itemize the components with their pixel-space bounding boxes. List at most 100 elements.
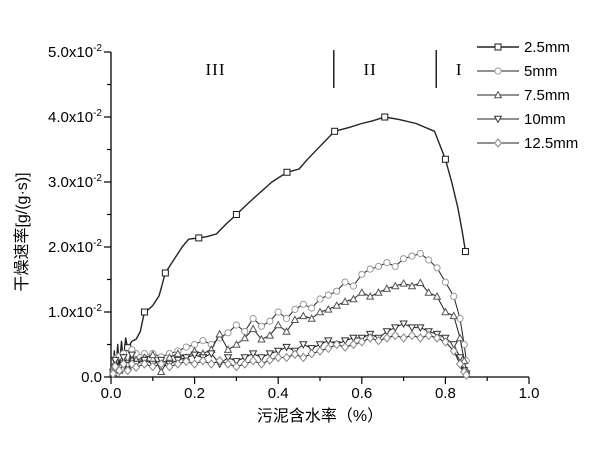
- circle-marker-icon: [224, 329, 232, 337]
- legend-label: 10mm: [524, 111, 566, 128]
- diamond-marker-icon: [182, 356, 191, 367]
- circle-marker-icon: [450, 292, 458, 300]
- triangle-up-marker-icon: [374, 288, 383, 296]
- diamond-marker-icon: [382, 333, 391, 343]
- diamond-marker-icon: [115, 365, 124, 376]
- square-marker-icon: [232, 211, 240, 218]
- regions-layer: III II I: [206, 50, 462, 88]
- y-tick-label: 0.0: [81, 369, 102, 386]
- triangle-down-marker-icon: [455, 354, 465, 362]
- triangle-up-marker-icon: [332, 301, 341, 309]
- diamond-marker-icon: [127, 359, 136, 369]
- triangle-up-marker-icon: [416, 278, 425, 286]
- circle-marker-icon: [349, 282, 358, 290]
- triangle-up-marker-icon: [349, 294, 358, 303]
- legend-entry-7.5mm: 7.5mm: [477, 87, 570, 104]
- triangle-up-marker-icon: [493, 90, 503, 99]
- diamond-marker-icon: [432, 333, 442, 343]
- square-marker-icon: [140, 308, 148, 316]
- triangle-up-marker-icon: [365, 291, 375, 300]
- circle-marker-icon: [291, 305, 299, 313]
- triangle-down-marker-icon: [240, 354, 250, 362]
- diamond-marker-icon: [290, 349, 299, 360]
- series-10mm: [108, 320, 471, 379]
- triangle-up-marker-icon: [148, 350, 158, 359]
- axis-spines: [110, 52, 529, 378]
- legend-layer: 2.5mm 5mm 7.5mm 10mm 12.5mm: [477, 39, 578, 152]
- triangle-down-marker-icon: [265, 350, 275, 359]
- triangle-up-marker-icon: [407, 281, 417, 290]
- diamond-marker-icon: [374, 335, 383, 346]
- circle-marker-icon: [358, 270, 366, 278]
- x-tick-label: 1.0: [519, 385, 540, 402]
- circle-marker-icon: [182, 343, 190, 351]
- diamond-marker-icon: [307, 348, 316, 359]
- x-tick-label: 0.0: [101, 385, 122, 402]
- diamond-marker-icon: [140, 359, 149, 369]
- diamond-marker-icon: [441, 337, 450, 347]
- circle-marker-icon: [366, 265, 374, 273]
- triangle-up-marker-icon: [282, 327, 291, 335]
- x-tick-label: 0.8: [435, 385, 456, 402]
- triangle-down-marker-icon: [223, 354, 233, 362]
- y-tick-label: 1.0x10-2: [48, 303, 102, 321]
- triangle-up-marker-icon: [449, 311, 459, 320]
- circle-marker-icon: [282, 314, 291, 323]
- triangle-up-marker-icon: [223, 345, 233, 353]
- diamond-marker-icon: [215, 355, 224, 366]
- circle-marker-icon: [232, 321, 240, 329]
- diamond-marker-icon: [299, 352, 308, 363]
- diamond-marker-icon: [190, 359, 199, 369]
- triangle-down-marker-icon: [207, 350, 216, 359]
- diamond-marker-icon: [424, 330, 433, 341]
- triangle-down-marker-icon: [449, 341, 459, 349]
- diamond-marker-icon: [324, 343, 333, 354]
- diamond-marker-icon: [148, 361, 157, 372]
- diamond-marker-icon: [399, 333, 408, 343]
- legend-label: 5mm: [524, 63, 557, 80]
- circle-marker-icon: [425, 256, 433, 264]
- diamond-marker-icon: [341, 342, 350, 352]
- triangle-down-marker-icon: [407, 324, 417, 333]
- diamond-marker-icon: [349, 339, 358, 350]
- triangle-down-marker-icon: [248, 350, 258, 359]
- triangle-down-marker-icon: [493, 115, 503, 124]
- triangle-up-marker-icon: [441, 307, 450, 316]
- triangle-down-marker-icon: [416, 324, 425, 333]
- triangle-up-marker-icon: [340, 297, 350, 305]
- diamond-marker-icon: [232, 361, 241, 372]
- circle-marker-icon: [308, 304, 316, 312]
- triangle-down-marker-icon: [190, 351, 199, 360]
- legend-label: 2.5mm: [524, 39, 570, 56]
- y-tick-label: 5.0x10-2: [48, 43, 102, 61]
- diamond-marker-icon: [407, 330, 417, 341]
- region-label: II: [363, 60, 376, 79]
- triangle-up-marker-icon: [390, 281, 400, 290]
- triangle-up-marker-icon: [299, 311, 308, 320]
- triangle-down-marker-icon: [127, 351, 137, 360]
- triangle-up-marker-icon: [257, 334, 266, 343]
- legend-label: 12.5mm: [524, 135, 578, 152]
- circle-marker-icon: [257, 322, 266, 330]
- series-layer: [108, 113, 471, 380]
- circle-marker-icon: [324, 291, 332, 299]
- triangle-up-marker-icon: [307, 314, 316, 322]
- series-2.5mm: [109, 113, 469, 378]
- triangle-up-marker-icon: [459, 356, 469, 364]
- x-tick-label: 0.6: [351, 385, 372, 402]
- diamond-marker-icon: [249, 355, 258, 366]
- diamond-marker-icon: [123, 365, 132, 376]
- diamond-marker-icon: [119, 359, 128, 369]
- circle-marker-icon: [408, 252, 416, 260]
- diamond-marker-icon: [416, 333, 425, 343]
- triangle-up-marker-icon: [399, 278, 408, 287]
- triangle-down-marker-icon: [307, 345, 316, 353]
- triangle-down-marker-icon: [390, 324, 400, 333]
- legend-label: 7.5mm: [524, 87, 570, 104]
- diamond-marker-icon: [173, 359, 182, 369]
- region-label: III: [206, 60, 226, 79]
- diamond-marker-icon: [240, 359, 249, 369]
- diamond-marker-icon: [132, 362, 141, 373]
- diamond-marker-icon: [157, 359, 166, 369]
- circle-marker-icon: [383, 259, 391, 267]
